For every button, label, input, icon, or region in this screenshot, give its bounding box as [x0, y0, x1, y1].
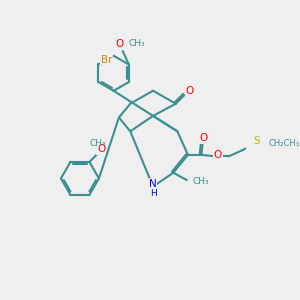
Text: O: O [199, 133, 207, 143]
Text: H: H [150, 189, 156, 198]
Text: CH₃: CH₃ [193, 177, 209, 186]
Text: O: O [185, 86, 194, 96]
Text: O: O [214, 150, 222, 161]
Text: Br: Br [101, 55, 112, 64]
Text: O: O [97, 144, 105, 154]
Text: CH₃: CH₃ [128, 39, 145, 48]
Text: S: S [253, 136, 260, 146]
Text: CH₃: CH₃ [89, 139, 106, 148]
Text: O: O [116, 39, 124, 49]
Text: N: N [149, 178, 157, 189]
Text: CH₂CH₃: CH₂CH₃ [268, 139, 299, 148]
